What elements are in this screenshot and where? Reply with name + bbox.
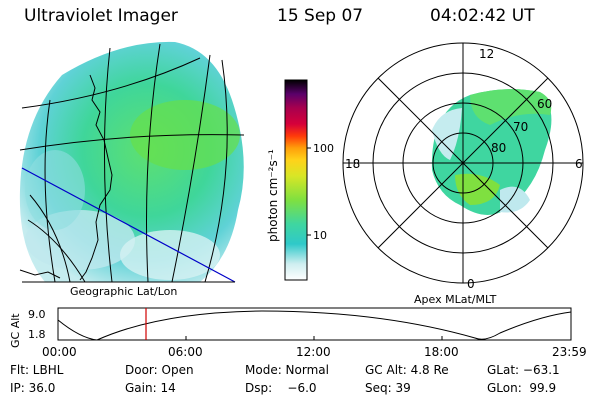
altitude-ytick-9: 9.0: [28, 308, 46, 321]
xtick-0600: 06:00: [168, 345, 203, 359]
info-gc-alt: GC Alt: 4.8 Re: [365, 363, 449, 377]
mlat-label-60: 60: [537, 97, 552, 111]
mlt-label-12: 12: [479, 47, 494, 61]
info-flt: Flt: LBHL: [10, 363, 64, 377]
colorbar-scale: [284, 79, 308, 281]
mlat-label-70: 70: [513, 120, 528, 134]
info-glon: GLon: 99.9: [487, 381, 557, 395]
polar-grid: [342, 42, 584, 284]
info-dsp: Dsp: −6.0: [245, 381, 317, 395]
instrument-title: Ultraviolet Imager: [24, 6, 178, 26]
uv-emission-disk: [19, 41, 244, 282]
info-gain: Gain: 14: [125, 381, 176, 395]
xtick-1200: 12:00: [296, 345, 331, 359]
mlat-label-80: 80: [491, 141, 506, 155]
xtick-2359: 23:59: [552, 345, 587, 359]
geographic-caption: Geographic Lat/Lon: [70, 285, 178, 298]
info-ip: IP: 36.0: [10, 381, 56, 395]
altitude-ytick-1-8: 1.8: [28, 328, 46, 341]
xtick-1800: 18:00: [424, 345, 459, 359]
date-label: 15 Sep 07: [277, 6, 364, 26]
info-glat: GLat: −63.1: [487, 363, 560, 377]
info-mode: Mode: Normal: [245, 363, 329, 377]
lat-lon-grid: [19, 43, 245, 283]
mlt-label-0: 0: [467, 277, 475, 291]
colorbar-tick-100: 100: [313, 142, 334, 155]
polar-caption: Apex MLat/MLT: [414, 293, 497, 306]
colorbar-tick-10: 10: [313, 229, 327, 242]
mlt-label-18: 18: [345, 157, 360, 171]
terminator-line: [21, 167, 236, 283]
time-label: 04:02:42 UT: [430, 6, 535, 26]
polar-emission: [431, 89, 552, 215]
mlt-label-6: 6: [575, 157, 583, 171]
colorbar-unit-label: photon cm⁻²s⁻¹: [266, 149, 280, 242]
coastline: [79, 74, 113, 281]
coastline-south: [19, 269, 61, 279]
info-door: Door: Open: [125, 363, 194, 377]
altitude-ylabel: GC Alt: [9, 313, 22, 348]
xtick-0000: 00:00: [42, 345, 77, 359]
altitude-curve: [57, 310, 572, 341]
info-seq: Seq: 39: [365, 381, 411, 395]
